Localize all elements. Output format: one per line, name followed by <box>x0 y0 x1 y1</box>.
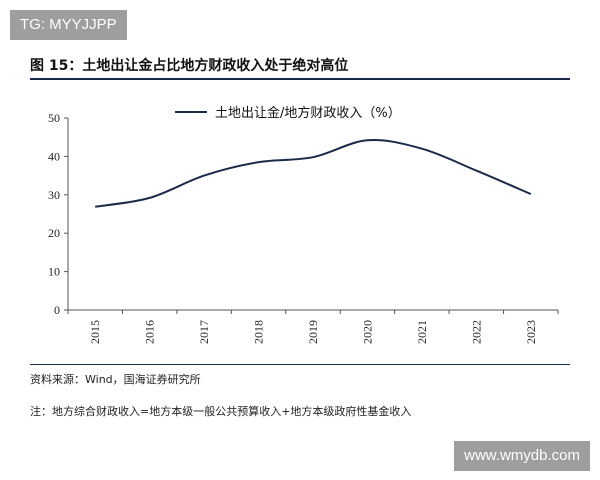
y-tick-label: 20 <box>48 226 60 240</box>
note-text: 注：地方综合财政收入=地方本级一般公共预算收入+地方本级政府性基金收入 <box>30 405 412 418</box>
x-tick-label: 2020 <box>360 320 374 344</box>
legend: 土地出让金/地方财政收入（%） <box>175 105 401 121</box>
source-rule <box>30 364 570 365</box>
x-tick-labels: 2015 2016 2017 2018 2019 2020 2021 2022 2023 <box>88 320 538 344</box>
x-tick-label: 2021 <box>415 320 429 344</box>
watermark-bottom: www.wmydb.com <box>454 441 590 471</box>
figure-title: 图 15：土地出让金占比地方财政收入处于绝对高位 <box>30 58 349 74</box>
y-tick-label: 30 <box>48 188 60 202</box>
x-tick-label: 2022 <box>469 320 483 344</box>
y-tick-labels: 0 10 20 30 40 50 <box>48 111 60 317</box>
y-tick-label: 50 <box>48 111 60 125</box>
x-tick-label: 2017 <box>197 320 211 344</box>
watermark-top: TG: MYYJJPP <box>10 10 127 40</box>
x-tick-label: 2015 <box>88 320 102 344</box>
y-tick-label: 40 <box>48 149 60 163</box>
x-tick-label: 2018 <box>252 320 266 344</box>
source-text: 资料来源：Wind，国海证券研究所 <box>30 373 201 386</box>
series-line <box>95 139 532 208</box>
series-lines <box>95 139 532 208</box>
x-tick-label: 2016 <box>143 320 157 344</box>
legend-label: 土地出让金/地方财政收入（%） <box>215 105 401 121</box>
y-tick-label: 10 <box>48 265 60 279</box>
title-rule <box>30 78 570 80</box>
x-tick-label: 2023 <box>524 320 538 344</box>
y-tick-label: 0 <box>54 303 60 317</box>
x-tick-label: 2019 <box>306 320 320 344</box>
chart-axes <box>64 117 559 314</box>
